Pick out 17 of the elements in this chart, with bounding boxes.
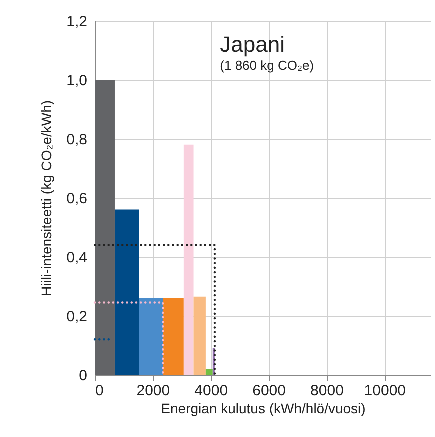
x-tick-label: 10000 <box>364 382 406 400</box>
y-tick-label: 0,8 <box>66 132 88 148</box>
x-tick-label: 0 <box>96 382 104 400</box>
y-tick-label: 0 <box>79 368 88 384</box>
text: (1 860 kg CO₂e) <box>220 58 314 73</box>
x-tick-label: 4000 <box>194 382 228 400</box>
x-tick-label: 6000 <box>252 382 286 400</box>
y-tick-label: 0,4 <box>66 250 88 266</box>
x-axis-title: Energian kulutus (kWh/hlö/vuosi) <box>161 400 366 416</box>
text: Japani <box>220 32 285 57</box>
y-axis-title: Hiili-intensiteetti (kg CO₂e/kWh) <box>38 100 55 297</box>
x-tick-label: 2000 <box>136 382 170 400</box>
y-tick-label: 0,2 <box>66 308 88 326</box>
x-tick-label: 8000 <box>310 382 344 400</box>
y-tick-label: 0,6 <box>66 190 88 208</box>
y-tick-label: 1,2 <box>66 14 88 30</box>
y-tick-label: 1,0 <box>66 72 88 90</box>
